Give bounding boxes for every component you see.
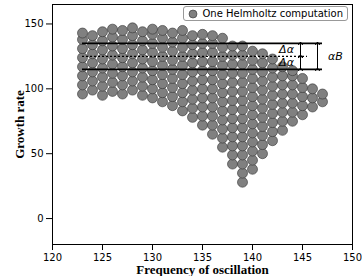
svg-text:140: 140 <box>243 251 262 263</box>
svg-text:125: 125 <box>93 252 112 263</box>
html-text:One Helmholtz computation: One Helmholtz computation <box>202 8 343 19</box>
svg-text:150: 150 <box>24 18 43 29</box>
svg-text:120: 120 <box>43 252 62 263</box>
svg-text:50: 50 <box>31 148 44 159</box>
svg-text:Δα: Δα <box>278 56 295 69</box>
svg-text:Growth rate: Growth rate <box>12 90 27 159</box>
svg-text:145: 145 <box>293 252 312 263</box>
svg-text:150: 150 <box>343 252 362 263</box>
svg-text:Frequency of oscillation: Frequency of oscillation <box>136 262 269 276</box>
svg-text:135: 135 <box>193 251 212 263</box>
svg-text:αB: αB <box>328 50 343 63</box>
svg-text:Δα: Δα <box>278 43 295 56</box>
svg-text:130: 130 <box>143 251 162 263</box>
svg-text:0: 0 <box>37 213 43 224</box>
svg-text:100: 100 <box>24 83 43 94</box>
